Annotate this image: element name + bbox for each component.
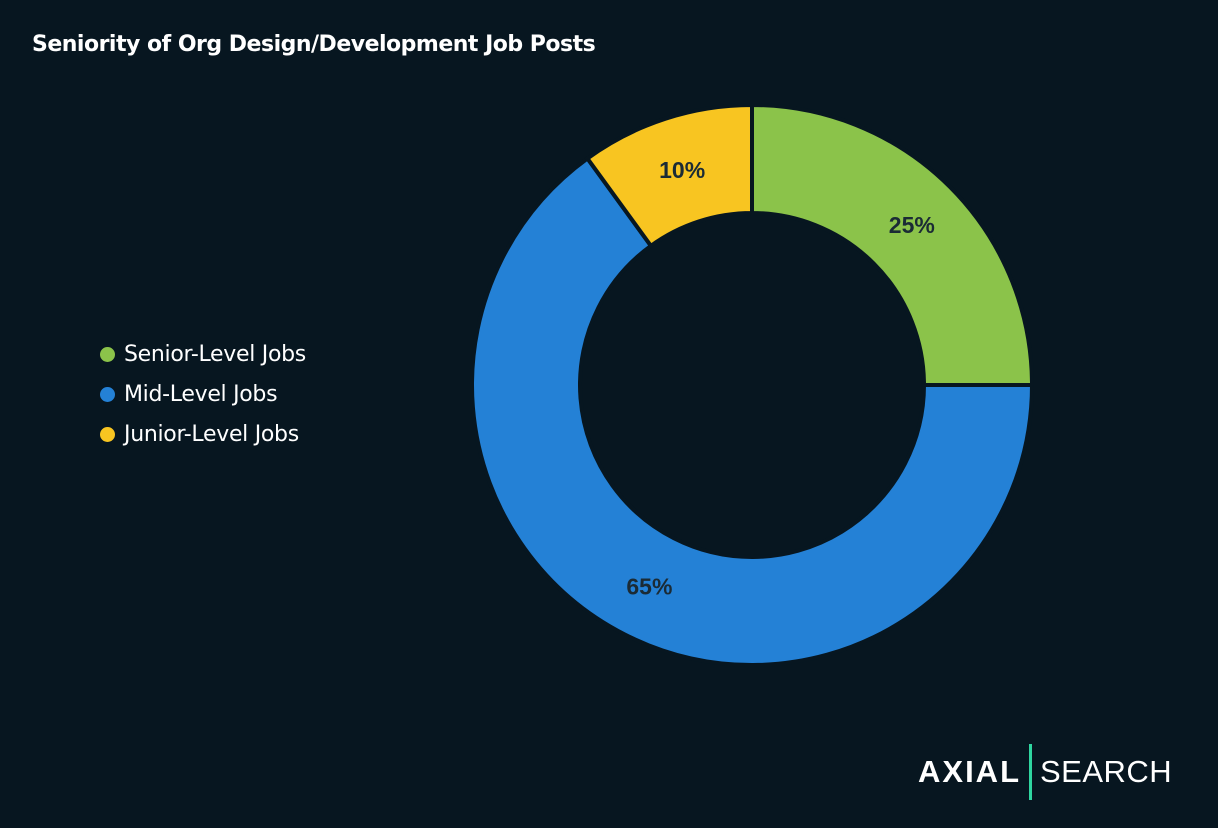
logo-brand: AXIAL (918, 754, 1021, 789)
data-label-senior: 25% (889, 212, 935, 238)
donut-slice-senior[interactable] (750, 102, 1035, 387)
legend-label: Mid-Level Jobs (124, 381, 278, 407)
donut-slice-junior[interactable] (584, 102, 754, 249)
logo-suffix: SEARCH (1040, 754, 1173, 789)
donut-slice-mid[interactable] (470, 155, 1035, 667)
chart-title: Seniority of Org Design/Development Job … (32, 32, 596, 57)
legend-dot-junior (100, 426, 115, 442)
legend-label: Junior-Level Jobs (124, 421, 299, 447)
axial-search-logo: AXIAL SEARCH (918, 744, 1172, 800)
legend-dot-mid (100, 386, 115, 402)
legend-dot-senior (100, 346, 115, 362)
legend-item-junior[interactable]: Junior-Level Jobs (100, 414, 306, 454)
data-label-junior: 10% (659, 157, 705, 183)
legend-label: Senior-Level Jobs (124, 341, 306, 367)
legend-item-mid[interactable]: Mid-Level Jobs (100, 374, 306, 414)
legend-item-senior[interactable]: Senior-Level Jobs (100, 334, 306, 374)
legend: Senior-Level Jobs Mid-Level Jobs Junior-… (100, 334, 306, 454)
data-label-mid: 65% (626, 573, 672, 599)
logo-divider (1029, 744, 1032, 800)
